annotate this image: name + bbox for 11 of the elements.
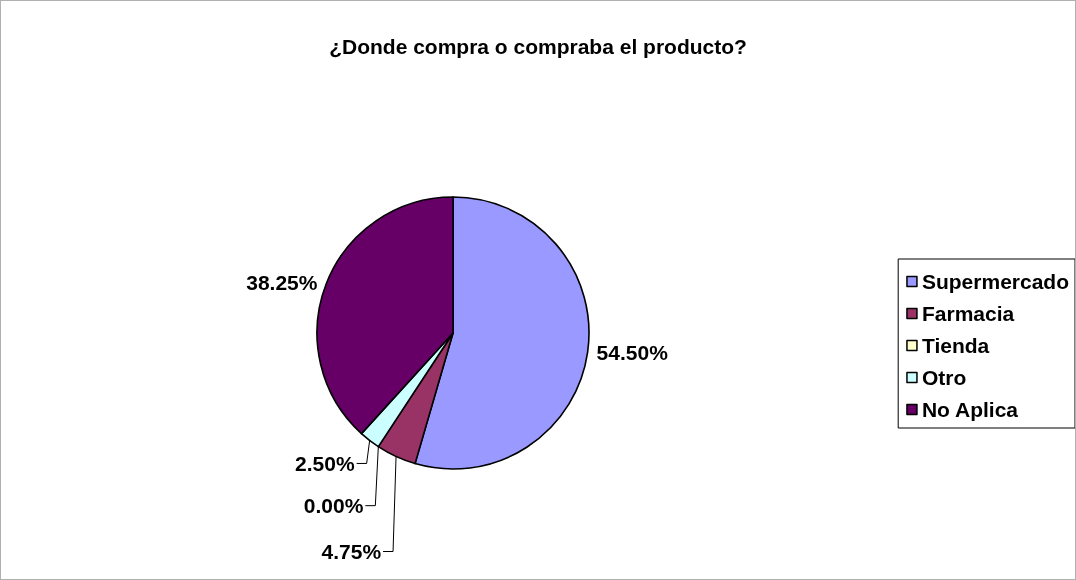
text: 0.00% — [303, 494, 364, 518]
data-label: 2.50% — [295, 451, 355, 475]
data-label: 38.25% — [246, 270, 318, 294]
data-label: 54.50% — [596, 341, 669, 365]
data-label: 4.75% — [321, 540, 382, 564]
chart-title: ¿Donde compra o compraba el producto? — [329, 35, 747, 58]
legend-label: No Aplica — [921, 398, 1019, 421]
legend-label: Farmacia — [921, 302, 1015, 325]
legend-label: Otro — [921, 366, 967, 389]
legend-label: Tienda — [921, 334, 990, 357]
legend-label: Supermercado — [921, 270, 1070, 293]
